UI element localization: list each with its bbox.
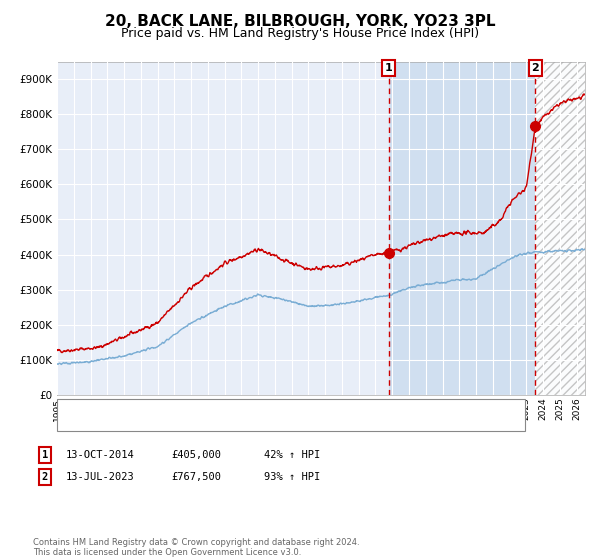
- Text: 1: 1: [385, 63, 392, 73]
- Text: ——: ——: [64, 400, 89, 413]
- Text: ——: ——: [64, 417, 89, 430]
- Text: £405,000: £405,000: [171, 450, 221, 460]
- Text: Contains HM Land Registry data © Crown copyright and database right 2024.
This d: Contains HM Land Registry data © Crown c…: [33, 538, 359, 557]
- Text: 20, BACK LANE, BILBROUGH, YORK, YO23 3PL (detached house): 20, BACK LANE, BILBROUGH, YORK, YO23 3PL…: [90, 402, 408, 412]
- Text: HPI: Average price, detached house, North Yorkshire: HPI: Average price, detached house, Nort…: [90, 418, 350, 428]
- Text: 1: 1: [42, 450, 48, 460]
- Text: 2: 2: [532, 63, 539, 73]
- Text: 13-JUL-2023: 13-JUL-2023: [66, 472, 135, 482]
- Text: £767,500: £767,500: [171, 472, 221, 482]
- Bar: [535, 62, 585, 395]
- Text: 2: 2: [42, 472, 48, 482]
- Text: 42% ↑ HPI: 42% ↑ HPI: [264, 450, 320, 460]
- Bar: [389, 62, 535, 395]
- Text: 93% ↑ HPI: 93% ↑ HPI: [264, 472, 320, 482]
- Text: Price paid vs. HM Land Registry's House Price Index (HPI): Price paid vs. HM Land Registry's House …: [121, 27, 479, 40]
- Text: 13-OCT-2014: 13-OCT-2014: [66, 450, 135, 460]
- Text: 20, BACK LANE, BILBROUGH, YORK, YO23 3PL: 20, BACK LANE, BILBROUGH, YORK, YO23 3PL: [105, 14, 495, 29]
